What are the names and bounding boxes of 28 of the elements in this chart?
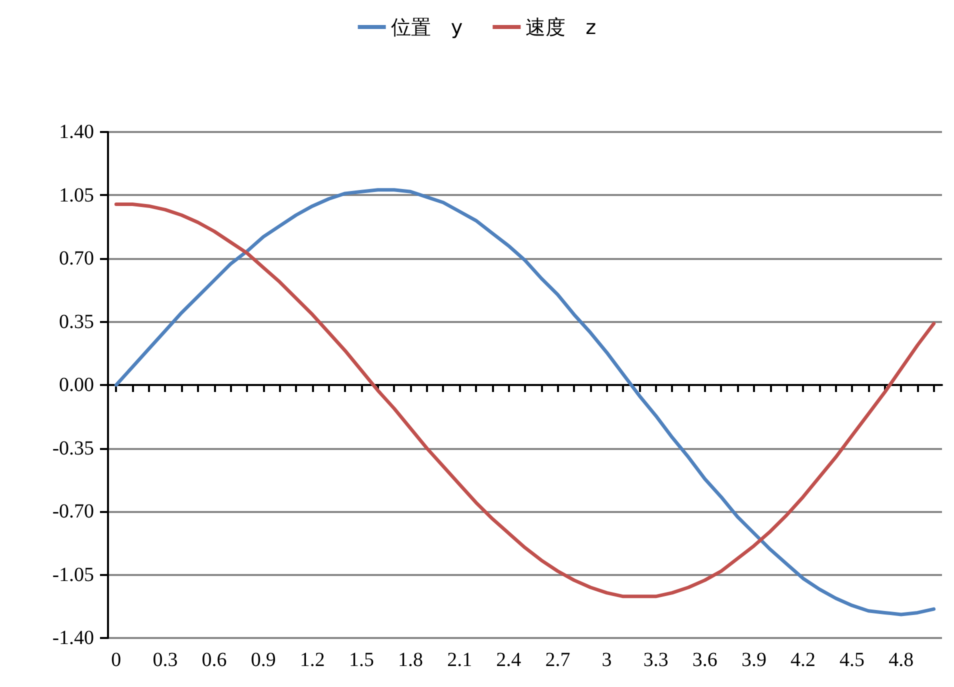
y-tick-label: -0.70 — [52, 500, 94, 522]
x-tick-label: 2.4 — [496, 649, 522, 671]
legend-label: 速度 z — [526, 15, 596, 39]
legend-label: 位置 y — [390, 15, 463, 39]
x-tick-label: 4.5 — [840, 649, 865, 671]
x-tick-label: 0.9 — [250, 649, 276, 671]
x-tick-label: 2.7 — [545, 649, 570, 671]
y-tick-label: -0.35 — [52, 437, 94, 460]
y-tick-label: 0.70 — [59, 248, 94, 270]
x-tick-label: 0 — [111, 649, 122, 671]
y-tick-label: -1.40 — [52, 627, 94, 649]
x-tick-label: 3.6 — [692, 649, 718, 671]
x-tick-label: 4.2 — [790, 649, 816, 671]
x-tick-label: 0.3 — [152, 649, 178, 671]
x-tick-label: 2.1 — [447, 649, 472, 671]
x-tick-label: 4.8 — [888, 649, 914, 671]
x-tick-label: 1.5 — [348, 649, 374, 671]
x-tick-label: 1.8 — [398, 649, 424, 671]
x-tick-label: 1.2 — [300, 649, 325, 671]
y-tick-label: 1.05 — [59, 184, 94, 206]
x-tick-label: 3 — [602, 649, 612, 671]
y-tick-label: 1.40 — [59, 121, 94, 143]
y-tick-label: -1.05 — [52, 564, 94, 586]
x-tick-label: 3.3 — [643, 649, 668, 671]
y-tick-label: 0.00 — [59, 374, 94, 396]
y-tick-label: 0.35 — [59, 310, 94, 333]
x-tick-label: 3.9 — [741, 649, 766, 671]
x-tick-label: 0.6 — [202, 649, 227, 671]
